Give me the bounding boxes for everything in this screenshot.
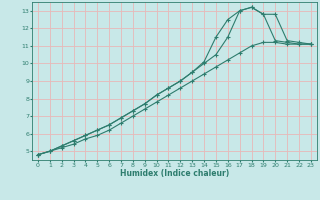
X-axis label: Humidex (Indice chaleur): Humidex (Indice chaleur) (120, 169, 229, 178)
